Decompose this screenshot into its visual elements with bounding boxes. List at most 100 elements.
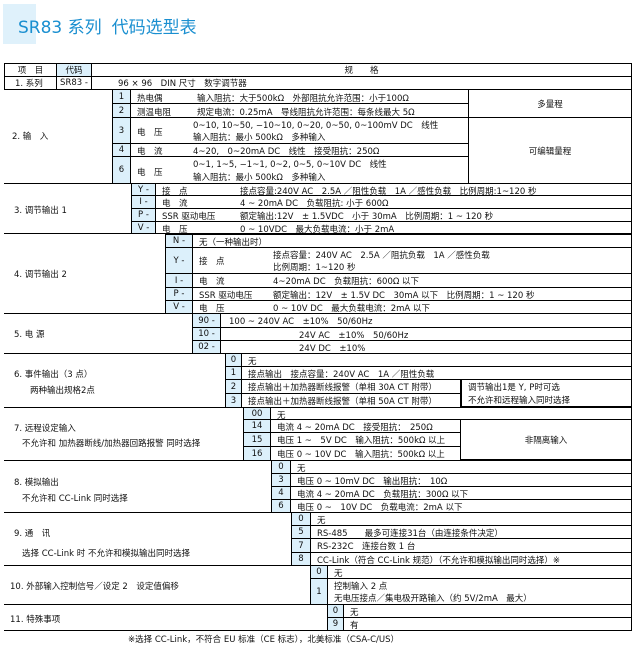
s9-spec: CC-Link（符合 CC-Link 规范）（不允许和模拟输出同时选择）※ [317,556,560,566]
s6-sublabel: 两种输出规格2点 [30,386,95,396]
s8-code: 3 [271,473,291,487]
s2-row: 热电偶 输入阻抗：大于500kΩ 外部阻抗允许范围：小于100Ω [130,89,469,104]
s7-code: 16 [243,446,271,461]
s5-code: 10 - [192,327,221,341]
s4-code: Y - [165,247,193,274]
s2-code: 2 [112,103,131,118]
s6-row: 接点输出＋加热器断线报警（单相 50A CT 附带） [241,393,461,408]
s7-spec: 电压 1 ~ 5V DC 输入阻抗：500kΩ 以上 [277,436,446,446]
s3-code: V - [131,221,156,234]
title-name: 代码选型表 [111,18,197,38]
s2-code: 4 [112,143,131,157]
s4-spec: 比例周期：1~120 秒 [273,263,356,273]
s2-name: 电 压 [137,168,163,178]
s8-row: 电压 0 ~ 10mV DC 输出阻抗： 10Ω [290,473,632,487]
s6-spec: 接点输出＋加热器断线报警（单相 50A CT 附带） [248,397,437,407]
s1-spec: 96 × 96 DIN 尺寸 数字调节器 [91,76,632,90]
s5-row: 100 ~ 240V AC ±10% 50/60Hz [220,313,632,328]
s4-spec: 0 ~ 10V DC 最大负载电流：2mA 以下 [273,304,430,314]
s8-sublabel: 不允许和 CC-Link 同时选择 [22,494,128,504]
s4-code: V - [165,300,193,314]
s4-code: P - [165,287,193,301]
s3-spec: 额定输出:12V ± 1.5VDC 小于 30mA 比例周期：1 ~ 120 秒 [240,212,494,222]
s8-spec: 电流 4 ~ 20mA DC 负载阻抗：300Ω 以下 [297,490,469,500]
s7-code: 15 [243,432,271,447]
s9-code: 8 [291,552,311,566]
s6-spec: 无 [248,357,257,367]
s9-code: 7 [291,538,311,553]
s5-code: 02 - [192,340,221,354]
s6-label: 6. 事件输出（3 点） [14,370,93,380]
s8-code: 0 [271,460,291,474]
s10-spec: 无 [334,569,343,579]
s2-code: 3 [112,117,131,144]
s10-row: 无 [327,565,632,579]
s11-code: 9 [327,617,344,631]
s2-note: 多量程 [468,89,632,118]
s9-label: 9. 通 讯 [14,529,51,539]
s4-code: I - [165,273,193,288]
s11-row: 有 [343,617,632,631]
s8-row: 无 [290,460,632,474]
footnote: ※选择 CC-Link，不符合 EU 标准（CE 标志），北美标准（CSA-C/… [128,635,400,645]
s8-label: 8. 模拟输出 [14,478,59,488]
s7-code: 14 [243,419,271,433]
s6-code: 0 [225,353,242,367]
s8-row: 电压 0 ~ 10V DC 负载电流：2mA 以下 [290,499,632,513]
s1-label: 1. 系列 [4,76,57,90]
s9-sublabel: 选择 CC-Link 时 不允许和模拟输出同时选择 [22,549,190,559]
s9-row: CC-Link（符合 CC-Link 规范）（不允许和模拟输出同时选择）※ [310,552,632,566]
s2-spec: 输入阻抗：最小 500kΩ 多种输入 [193,133,326,143]
s7-label: 7. 远程设定输入 [14,424,76,434]
s5-spec: 24V AC ±10% 50/60Hz [299,331,409,341]
s11-row: 无 [343,604,632,618]
s9-row: 无 [310,512,632,526]
s3-row: 电 压 0 ~ 10VDC 最大负载电流：小于 2mA [155,221,632,235]
s3-spec: 接点容量:240V AC 2.5A ／阻性负载 1A ／感性负载 比例周期:1~… [240,187,537,197]
s3-name: 电 流 [162,199,188,209]
s2-note: 可编辑量程 [468,117,632,184]
s4-row: 电 流 4~20mA DC 负载阻抗：600Ω 以下 [192,273,632,288]
s11-label: 11. 特殊事项 [10,615,61,625]
s2-spec: 规定电流：0.25mA 导线阻抗允许范围：每条线最大 5Ω [197,108,415,118]
s2-name: 电 流 [137,147,163,157]
s4-spec: 额定输出：12V ± 1.5V DC 30mA 以下 比例周期：1 ~ 120 … [273,291,535,301]
s8-spec: 电压 0 ~ 10mV DC 输出阻抗： 10Ω [297,477,448,487]
s3-label: 3. 调节输出 1 [14,206,67,216]
s4-label: 4. 调节输出 2 [14,270,67,280]
s10-code: 1 [310,578,328,605]
s3-spec: 0 ~ 10VDC 最大负载电流：小于 2mA [240,225,395,235]
s2-spec: 0~1, 1~5, −1~1, 0~2, 0~5, 0~10V DC 线性 [193,160,387,170]
s7-spec: 电流 4 ~ 20mA DC 接受阻抗： 250Ω [277,423,433,433]
s6-row: 接点输出 接点容量：240V AC 1A ／阻性负载 [241,366,632,380]
s8-code: 6 [271,499,291,513]
s6-code: 1 [225,366,242,380]
s2-code: 6 [112,156,131,184]
header-spec: 规 格 [91,63,632,77]
s6-note-line: 调节输出1是 Y, P时可选 [468,383,560,393]
s4-row: 无（一种输出时） [192,234,632,248]
s6-row: 无 [241,353,632,367]
s9-code: 5 [291,525,311,539]
s2-name: 电 压 [137,128,163,138]
s4-name: 电 压 [199,304,225,314]
s9-spec: 无 [317,516,326,526]
s11-code: 0 [327,604,344,618]
s2-spec: 输入阻抗：最小 500kΩ 多种输入 [193,173,326,183]
title-accent-block [3,4,36,44]
s3-code: I - [131,195,156,209]
s3-code: P - [131,208,156,222]
s6-code: 3 [225,393,242,408]
s6-note-line: 不允许和远程输入同时选择 [468,396,571,406]
s5-spec: 100 ~ 240V AC ±10% 50/60Hz [229,317,373,327]
s9-code: 0 [291,512,311,526]
s4-spec: 接点容量：240V AC 2.5A ／阻抗负载 1A ／感性负载 [273,251,490,261]
s4-row: 电 压 0 ~ 10V DC 最大负载电流：2mA 以下 [192,300,632,314]
s3-name: 接 点 [162,187,188,197]
s9-row: RS-232C 连接台数 1 台 [310,538,632,553]
s3-spec: 4 ~ 20mA DC 负载阻抗: 小于 600Ω [240,199,389,209]
s4-name: 无（一种输出时） [199,238,268,248]
s2-spec: 0~10, 10~50, −10~10, 0~20, 0~50, 0~100mV… [193,121,439,131]
s2-spec: 输入阻抗：大于500kΩ 外部阻抗允许范围：小于100Ω [197,94,409,104]
